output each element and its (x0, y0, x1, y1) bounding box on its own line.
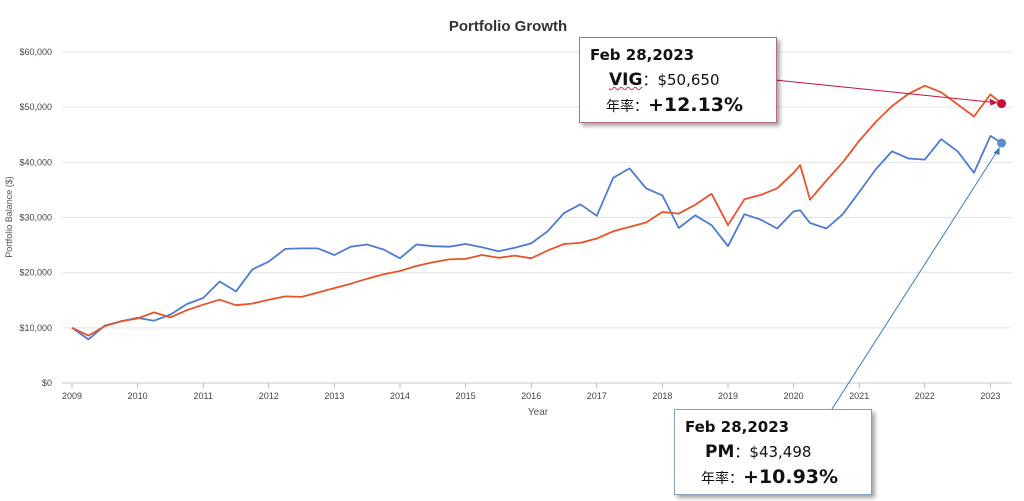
x-axis-ticks: 2009 2010 2011 2012 2013 2014 2015 2016 2017 2018… (62, 383, 1000, 401)
pm-value: $43,498 (749, 443, 812, 461)
x-tick-label: 2013 (324, 391, 344, 401)
pm-arrow-line (831, 148, 999, 410)
x-tick-label: 2020 (784, 391, 804, 401)
pm-rate-label: 年率 (701, 471, 729, 487)
vig-rate-sep: ： (634, 99, 648, 115)
y-axis-label: Portfolio Balance ($) (4, 176, 14, 258)
pm-name: PM (705, 442, 735, 462)
pm-arrowhead (993, 147, 1000, 156)
pm-value-line: PM：$43,498 (705, 441, 811, 462)
vig-arrow-line (774, 79, 996, 104)
vig-date: Feb 28,2023 (590, 46, 695, 64)
x-tick-label: 2021 (849, 391, 869, 401)
vig-value: $50,650 (657, 71, 720, 89)
series-line-vig (71, 84, 1003, 337)
x-tick-label: 2016 (521, 391, 541, 401)
y-axis-ticks: $0 $10,000 $20,000 $30,000 $40,000 $50,000 $60… (19, 47, 52, 388)
x-tick-label: 2023 (980, 391, 1000, 401)
y-tick-label: $10,000 (19, 323, 52, 333)
y-tick-label: $30,000 (19, 213, 52, 223)
callout-arrows (774, 79, 1007, 410)
y-tick-label: $20,000 (19, 268, 52, 278)
x-axis-label: Year (528, 407, 549, 418)
y-tick-label: $0 (42, 378, 52, 388)
x-tick-label: 2012 (259, 391, 279, 401)
pm-date: Feb 28,2023 (685, 418, 790, 436)
vig-sep: ： (642, 71, 658, 89)
vig-arrowhead (989, 98, 998, 106)
vig-value-line: VIG：$50,650 (609, 69, 719, 90)
x-tick-label: 2019 (718, 391, 738, 401)
series-lines (71, 84, 1003, 341)
series-line-pm (71, 134, 1003, 341)
vig-rate-line: 年率：+12.13% (606, 94, 743, 116)
x-tick-label: 2011 (194, 391, 213, 401)
x-tick-label: 2009 (62, 391, 82, 401)
pm-sep: ： (734, 443, 750, 461)
y-tick-label: $50,000 (19, 102, 52, 112)
vig-rate: +12.13% (648, 94, 744, 116)
x-tick-label: 2022 (915, 391, 935, 401)
pm-end-marker (997, 138, 1007, 148)
y-tick-label: $60,000 (19, 47, 52, 57)
vig-end-marker (997, 99, 1007, 109)
x-tick-label: 2010 (128, 391, 148, 401)
x-tick-label: 2015 (456, 391, 476, 401)
pm-rate: +10.93% (743, 466, 839, 488)
vig-rate-label: 年率 (606, 99, 634, 115)
pm-rate-sep: ： (729, 471, 743, 487)
x-tick-label: 2017 (587, 391, 607, 401)
vig-name: VIG (609, 70, 643, 90)
y-tick-label: $40,000 (19, 157, 52, 167)
gridlines (62, 51, 1012, 384)
x-tick-label: 2014 (390, 391, 410, 401)
pm-rate-line: 年率：+10.93% (701, 466, 838, 488)
pm-callout: Feb 28,2023 PM：$43,498 年率：+10.93% (674, 409, 872, 495)
x-tick-label: 2018 (652, 391, 672, 401)
chart-title: Portfolio Growth (449, 18, 567, 35)
vig-callout: Feb 28,2023 VIG：$50,650 年率：+12.13% (579, 37, 777, 123)
